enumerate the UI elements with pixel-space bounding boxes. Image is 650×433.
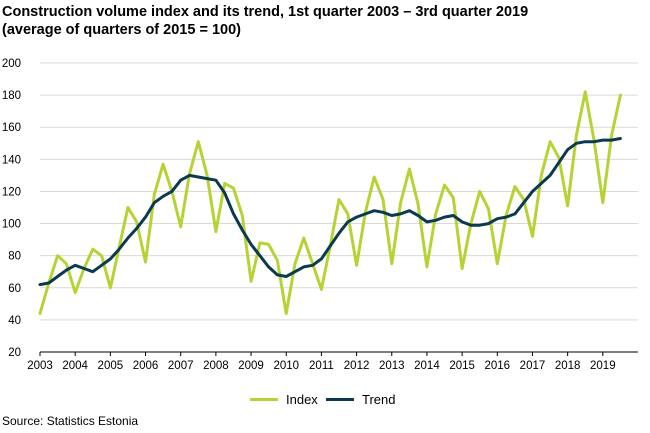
y-tick-label: 180 — [2, 90, 21, 102]
y-tick-label: 40 — [8, 315, 21, 327]
x-tick-label: 2017 — [520, 360, 546, 372]
source-note: Source: Statistics Estonia — [2, 414, 139, 428]
x-tick-label: 2003 — [27, 360, 53, 372]
legend-swatch-index — [250, 398, 278, 401]
legend-item-index: Index — [250, 392, 318, 407]
x-tick-label: 2019 — [590, 360, 616, 372]
title-line-1: Construction volume index and its trend,… — [2, 4, 529, 20]
x-tick-label: 2016 — [484, 360, 510, 372]
y-tick-label: 60 — [8, 283, 21, 295]
y-tick-label: 20 — [8, 347, 21, 359]
chart-title: Construction volume index and its trend,… — [2, 3, 528, 39]
x-tick-label: 2005 — [98, 360, 124, 372]
x-tick-label: 2011 — [309, 360, 334, 372]
x-tick-label: 2010 — [273, 360, 299, 372]
legend-label-trend: Trend — [362, 392, 396, 407]
y-tick-label: 140 — [2, 154, 21, 166]
title-line-2: (average of quarters of 2015 = 100) — [2, 22, 241, 38]
series-line-index — [38, 90, 622, 315]
x-tick-label: 2014 — [414, 360, 440, 372]
y-tick-label: 80 — [8, 251, 21, 263]
y-tick-label: 100 — [2, 219, 21, 231]
chart-legend: Index Trend — [0, 392, 650, 410]
x-tick-label: 2008 — [203, 360, 229, 372]
x-tick-label: 2012 — [344, 360, 370, 372]
y-tick-label: 200 — [2, 58, 21, 70]
x-tick-label: 2009 — [238, 360, 264, 372]
x-tick-label: 2004 — [62, 360, 88, 372]
x-tick-label: 2015 — [449, 360, 475, 372]
legend-item-trend: Trend — [326, 392, 395, 407]
x-tick-label: 2018 — [555, 360, 581, 372]
y-tick-label: 120 — [2, 186, 21, 198]
legend-swatch-trend — [326, 398, 354, 401]
series-line-trend — [38, 137, 622, 287]
y-tick-label: 160 — [2, 122, 21, 134]
x-tick-label: 2013 — [379, 360, 405, 372]
x-tick-label: 2006 — [133, 360, 159, 372]
legend-label-index: Index — [286, 392, 318, 407]
x-tick-label: 2007 — [168, 360, 194, 372]
